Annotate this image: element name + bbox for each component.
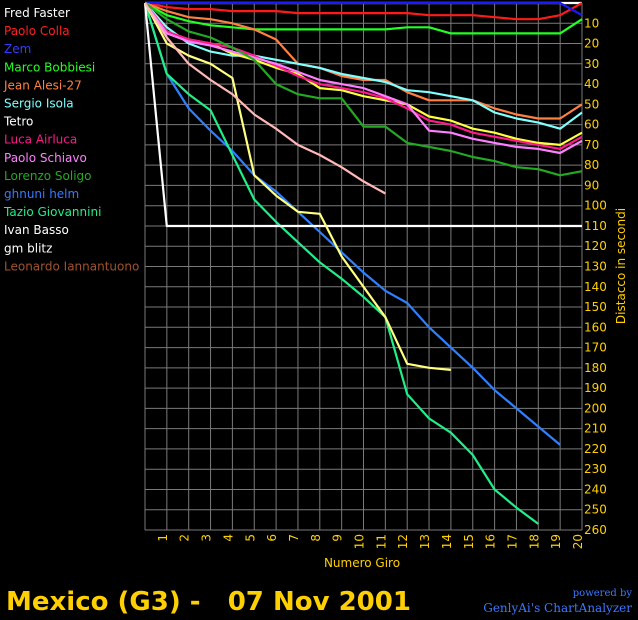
series-line xyxy=(144,2,583,130)
series-line xyxy=(143,2,561,446)
y-tick-label: 70 xyxy=(584,138,599,152)
y-tick-label: 10 xyxy=(584,16,599,30)
y-tick-label: 90 xyxy=(584,178,599,192)
legend-item: Fred Faster xyxy=(4,6,70,20)
y-tick-label: 260 xyxy=(584,523,607,537)
series-line xyxy=(144,2,583,35)
x-tick-label: 10 xyxy=(353,534,367,549)
legend-item: Luca Airluca xyxy=(4,133,77,147)
y-tick-label: 40 xyxy=(584,77,599,91)
y-tick-label: 50 xyxy=(584,97,599,111)
legend-item: Ivan Basso xyxy=(4,223,69,237)
y-tick-label: 170 xyxy=(584,341,607,355)
y-tick-label: 30 xyxy=(584,57,599,71)
legend-item: Zem xyxy=(4,42,31,56)
x-tick-labels: 1 2 3 4 5 6 7 8 9 10 11 12 13 14 15 16 17 18 19 20 xyxy=(156,534,585,549)
y-tick-label: 240 xyxy=(584,482,607,496)
y-axis-title: Distacco in secondi xyxy=(614,208,628,324)
y-tick-label: 20 xyxy=(584,37,599,51)
y-tick-label: 80 xyxy=(584,158,599,172)
x-tick-label: 19 xyxy=(549,534,563,549)
series-line xyxy=(145,1,583,17)
series-line xyxy=(144,2,386,195)
x-tick-label: 13 xyxy=(418,534,432,549)
series-line xyxy=(144,2,583,155)
x-tick-label: 8 xyxy=(309,534,323,542)
series-line xyxy=(144,2,452,371)
y-tick-label: 190 xyxy=(584,381,607,395)
y-tick-label: 250 xyxy=(584,503,607,517)
legend-item: Tazio Giovannini xyxy=(3,205,101,219)
series-line xyxy=(144,2,583,150)
legend-item: Paolo Colla xyxy=(4,24,70,38)
y-tick-label: 100 xyxy=(584,199,607,213)
series-line xyxy=(144,1,583,21)
x-tick-label: 7 xyxy=(287,534,301,542)
x-tick-label: 6 xyxy=(265,534,279,542)
legend-item: Marco Bobbiesi xyxy=(4,60,95,74)
grid xyxy=(144,2,583,531)
legend-item: Lorenzo Soligo xyxy=(4,169,92,183)
y-tick-label: 120 xyxy=(584,239,607,253)
x-tick-label: 1 xyxy=(156,534,170,542)
y-tick-label: 110 xyxy=(584,219,607,233)
y-tick-label: 180 xyxy=(584,361,607,375)
legend-item: Tetro xyxy=(3,115,33,129)
y-tick-label: 140 xyxy=(584,280,607,294)
legend-item: Paolo Schiavo xyxy=(4,151,87,165)
legend-item: Sergio Isola xyxy=(4,97,74,111)
y-tick-label: 220 xyxy=(584,442,607,456)
x-tick-label: 2 xyxy=(178,534,192,542)
y-tick-label: 60 xyxy=(584,118,599,132)
x-tick-label: 11 xyxy=(374,534,388,549)
x-tick-label: 18 xyxy=(527,534,541,549)
x-tick-label: 9 xyxy=(331,534,345,542)
y-tick-label: 230 xyxy=(584,462,607,476)
series-line xyxy=(144,1,583,120)
legend-item: gm blitz xyxy=(4,241,52,255)
legend: Fred Faster Paolo Colla Zem Marco Bobbiesi… xyxy=(3,6,139,273)
x-tick-label: 12 xyxy=(396,534,410,549)
x-axis-title: Numero Giro xyxy=(324,556,400,570)
chart-title: Mexico (G3) - 07 Nov 2001 xyxy=(6,587,411,617)
x-tick-label: 4 xyxy=(221,534,235,542)
brand-text: GenlyAi's ChartAnalyzer xyxy=(483,601,632,615)
series-line xyxy=(143,2,539,525)
y-tick-label: 130 xyxy=(584,260,607,274)
legend-item: Jean Alesi-27 xyxy=(3,78,82,92)
x-tick-label: 14 xyxy=(440,534,454,549)
series-line xyxy=(143,2,582,228)
y-tick-label: 160 xyxy=(584,320,607,334)
legend-item: Leonardo Iannantuono xyxy=(4,259,139,273)
x-tick-label: 20 xyxy=(571,534,585,549)
x-tick-label: 17 xyxy=(505,534,519,549)
x-tick-label: 15 xyxy=(462,534,476,549)
y-tick-label: 210 xyxy=(584,422,607,436)
x-tick-label: 3 xyxy=(200,534,214,542)
y-tick-label: 150 xyxy=(584,300,607,314)
y-tick-labels: 10 20 30 40 50 60 70 80 90 100 110 120 130 140 150 160 1… xyxy=(584,16,607,537)
x-tick-label: 16 xyxy=(484,534,498,549)
powered-by-text: powered by xyxy=(573,588,633,599)
legend-item: ghnuni helm xyxy=(4,187,79,201)
x-tick-label: 5 xyxy=(243,534,257,542)
y-tick-label: 200 xyxy=(584,401,607,415)
series-line xyxy=(144,2,583,177)
series-lines xyxy=(143,1,583,525)
